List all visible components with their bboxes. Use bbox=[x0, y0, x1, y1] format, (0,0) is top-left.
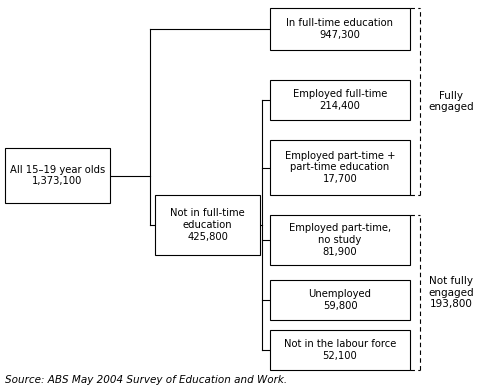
Text: Employed full-time
214,400: Employed full-time 214,400 bbox=[292, 89, 386, 111]
Bar bbox=[269, 280, 409, 320]
Text: Not in full-time
education
425,800: Not in full-time education 425,800 bbox=[170, 209, 244, 242]
Bar bbox=[269, 215, 409, 265]
Bar bbox=[269, 330, 409, 370]
Text: Not fully
engaged
193,800: Not fully engaged 193,800 bbox=[427, 276, 473, 309]
Bar bbox=[5, 148, 110, 203]
Text: All 15–19 year olds
1,373,100: All 15–19 year olds 1,373,100 bbox=[10, 165, 105, 186]
Text: Fully
engaged: Fully engaged bbox=[427, 91, 473, 112]
Text: Employed part-time +
part-time education
17,700: Employed part-time + part-time education… bbox=[284, 151, 395, 184]
Text: In full-time education
947,300: In full-time education 947,300 bbox=[286, 18, 393, 40]
Bar bbox=[269, 140, 409, 195]
Bar bbox=[269, 80, 409, 120]
Text: Source: ABS May 2004 Survey of Education and Work.: Source: ABS May 2004 Survey of Education… bbox=[5, 375, 287, 385]
Text: Unemployed
59,800: Unemployed 59,800 bbox=[308, 289, 371, 311]
Text: Not in the labour force
52,100: Not in the labour force 52,100 bbox=[283, 339, 396, 361]
Text: Employed part-time,
no study
81,900: Employed part-time, no study 81,900 bbox=[288, 223, 390, 257]
Bar bbox=[155, 195, 260, 255]
Bar bbox=[269, 8, 409, 50]
